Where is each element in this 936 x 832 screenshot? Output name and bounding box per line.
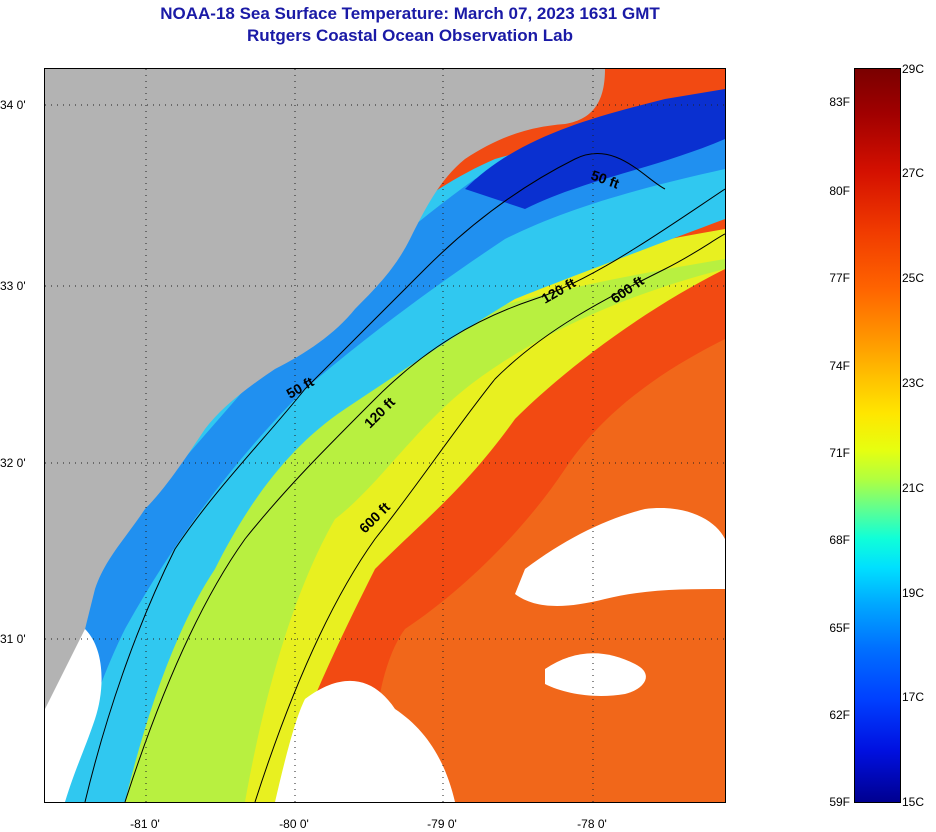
colorbar-f-label: 83F (829, 95, 850, 109)
cold-water-dark-blue (465, 89, 725, 209)
colorbar-c-label: 27C (902, 166, 925, 180)
colorbar-f-label: 71F (829, 446, 850, 460)
colorbar-f-label: 74F (829, 359, 850, 373)
temperature-colorbar (854, 68, 901, 803)
lat-lon-grid (45, 69, 725, 802)
lat-label-31: 31 0' (0, 632, 26, 646)
colorbar-f-label: 59F (829, 795, 850, 809)
colorbar-c-label: 25C (902, 271, 925, 285)
colorbar-c-label: 19C (902, 586, 925, 600)
cloud-patch (545, 653, 646, 696)
lat-label-33: 33 0' (0, 279, 26, 293)
colorbar-f-label: 77F (829, 271, 850, 285)
lat-label-32: 32 0' (0, 456, 26, 470)
contour-50ft (84, 153, 666, 802)
shelf-water-green (45, 259, 725, 802)
sst-map: 50 ft 50 ft 120 ft 120 ft 600 ft 600 ft (44, 68, 726, 803)
colorbar-f-label: 62F (829, 708, 850, 722)
cloud-patch (275, 680, 455, 802)
cloud-patch (515, 508, 725, 606)
contour-120ft (124, 188, 725, 802)
colorbar-c-label: 15C (902, 795, 925, 809)
colorbar-c-label: 21C (902, 481, 925, 495)
lat-label-34: 34 0' (0, 98, 26, 112)
map-title: NOAA-18 Sea Surface Temperature: March 0… (160, 4, 660, 23)
colorbar-f-label: 65F (829, 621, 850, 635)
contour-600ft (254, 233, 725, 802)
lon-label-78: -78 0' (577, 817, 607, 831)
colorbar-c-label: 23C (902, 376, 925, 390)
lon-label-81: -81 0' (130, 817, 160, 831)
sst-map-graphic: 50 ft 50 ft 120 ft 120 ft 600 ft 600 ft (45, 69, 725, 802)
colorbar-c-label: 29C (902, 62, 925, 76)
map-subtitle: Rutgers Coastal Ocean Observation Lab (247, 26, 573, 45)
lon-label-79: -79 0' (427, 817, 457, 831)
land (45, 69, 605, 802)
cloud-patch (45, 629, 102, 802)
colorbar-f-label: 68F (829, 533, 850, 547)
colorbar-c-label: 17C (902, 690, 925, 704)
colorbar-f-label: 80F (829, 184, 850, 198)
lon-label-80: -80 0' (279, 817, 309, 831)
